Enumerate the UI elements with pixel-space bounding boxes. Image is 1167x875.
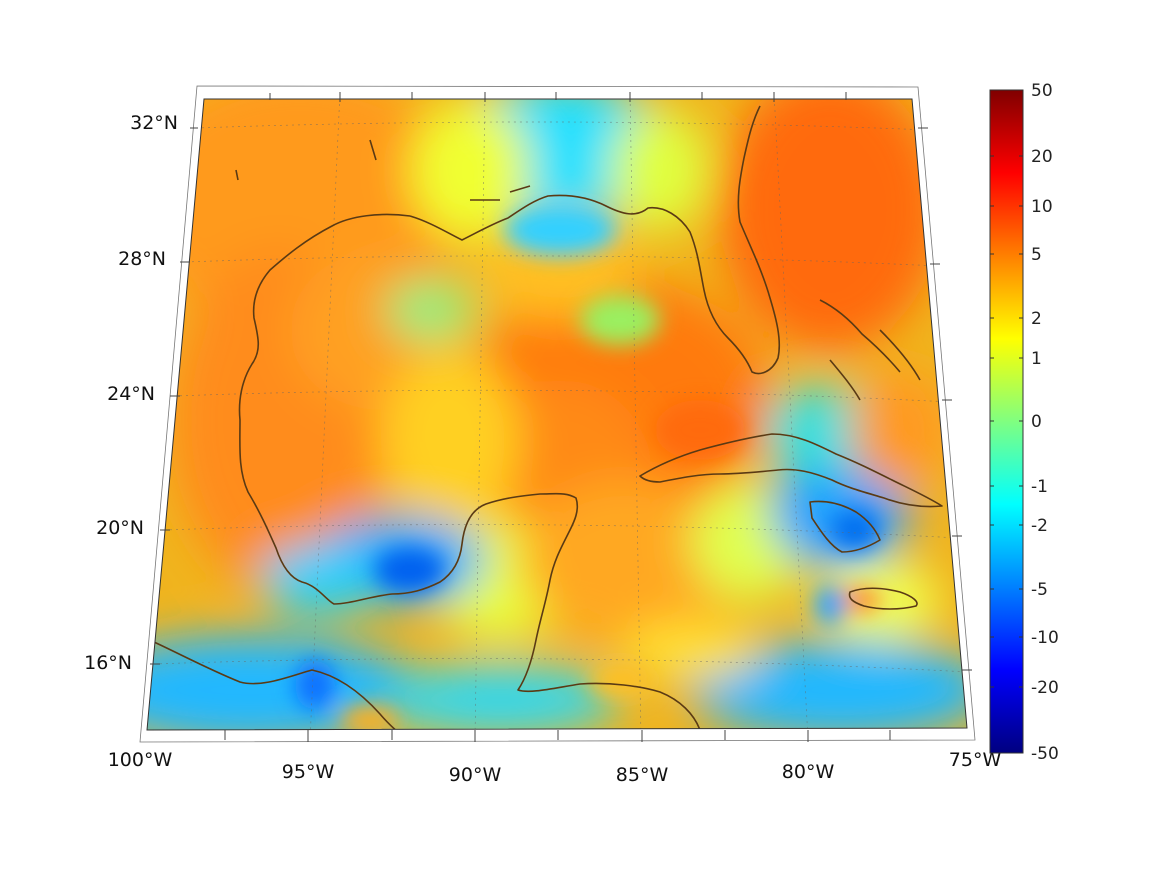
colorbar-tick-label: -5 (1031, 580, 1048, 600)
colorbar-tick-label: 1 (1031, 349, 1042, 369)
colorbar-tick-label: -2 (1031, 516, 1048, 536)
colorbar-tick-label: -50 (1031, 744, 1059, 764)
lon-axis-labels: 100°W 95°W 90°W 85°W 80°W 75°W (108, 749, 1002, 786)
lat-axis-labels: 32°N 28°N 24°N 20°N 16°N (84, 112, 178, 674)
data-field (147, 99, 967, 730)
lon-label: 80°W (782, 761, 835, 783)
lon-label: 95°W (282, 761, 335, 783)
colorbar-tick-label: -10 (1031, 628, 1059, 648)
lon-label: 75°W (949, 749, 1002, 771)
colorbar-tick-label: 2 (1031, 309, 1042, 329)
colorbar-tick-label: 20 (1031, 147, 1053, 167)
colorbar-tick-label: 50 (1031, 81, 1053, 101)
coastlines (153, 105, 943, 730)
lat-label: 24°N (107, 383, 155, 405)
lat-label: 16°N (84, 652, 132, 674)
map-outer-frame (139, 85, 976, 743)
colorbar-tick-label: 5 (1031, 245, 1042, 265)
colorbar-ticks (990, 155, 1023, 688)
map-frame (146, 98, 968, 731)
colorbar-tick-label: -20 (1031, 678, 1059, 698)
lat-label: 28°N (118, 248, 166, 270)
colorbar-tick-label: -1 (1031, 477, 1048, 497)
lon-label: 100°W (108, 749, 173, 771)
graticule (153, 99, 967, 730)
lat-label: 32°N (130, 112, 178, 134)
colorbar-tick-label: 0 (1031, 412, 1042, 432)
colorbar-tick-label: 10 (1031, 197, 1053, 217)
frame-ticks (150, 92, 972, 742)
lon-label: 90°W (449, 764, 502, 786)
lon-label: 85°W (616, 764, 669, 786)
lat-label: 20°N (96, 517, 144, 539)
colorbar-gradient (989, 89, 1024, 754)
